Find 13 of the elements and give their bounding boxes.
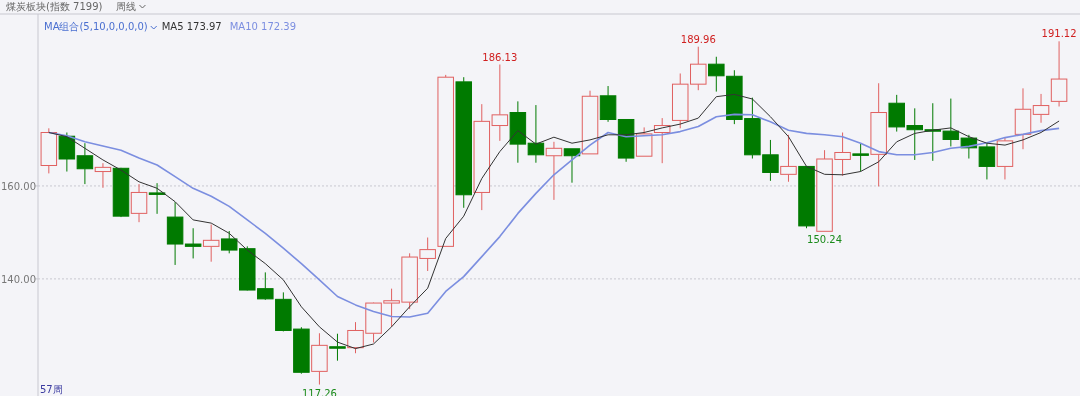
annotation: 57周 xyxy=(40,384,63,395)
annotation: 150.24 xyxy=(807,234,843,246)
text: MA10 172.39 xyxy=(229,21,297,32)
annotation: 117.26 xyxy=(301,387,337,396)
annotation: 191.12 xyxy=(1041,28,1077,40)
text: 周线 xyxy=(116,1,137,12)
text: MA5 173.97 xyxy=(161,21,222,32)
annotation: MA组合(5,10,0,0,0,0) xyxy=(44,21,148,32)
y-tick-label: 140.00 xyxy=(1,273,36,285)
annotation: 186.13 xyxy=(482,51,518,63)
y-tick-label: 160.00 xyxy=(1,180,36,192)
annotation: 189.96 xyxy=(680,33,716,45)
chart-title: 煤炭板块(指数 7199) xyxy=(6,1,103,12)
